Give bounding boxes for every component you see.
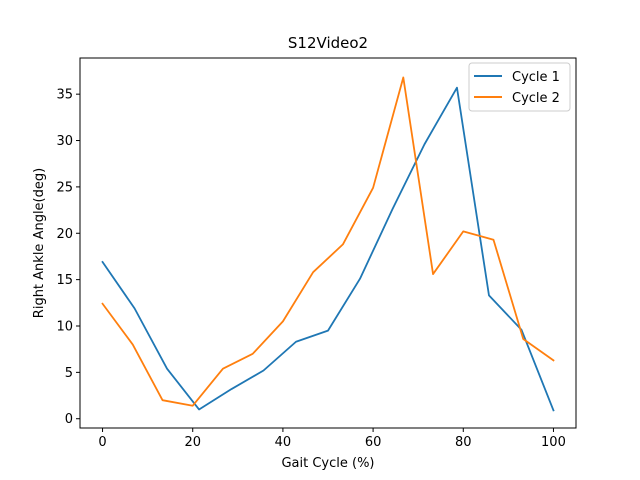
data-lines — [101, 76, 555, 412]
y-tick-label: 5 — [65, 366, 73, 381]
x-tick-label: 60 — [365, 435, 382, 450]
y-tick-label: 30 — [56, 134, 73, 149]
y-axis-label: Right Ankle Angle(deg) — [32, 168, 47, 318]
y-tick-label: 20 — [56, 227, 73, 242]
y-tick-label: 10 — [56, 319, 73, 334]
y-tick-label: 35 — [56, 88, 73, 103]
y-axis-ticks: 0 5 10 15 20 25 30 35 — [56, 88, 80, 427]
legend-label-cycle-1: Cycle 1 — [512, 70, 560, 85]
legend-label-cycle-2: Cycle 2 — [512, 91, 560, 106]
x-tick-label: 0 — [98, 435, 106, 450]
x-axis-ticks: 0 20 40 60 80 100 — [98, 428, 566, 450]
plot-frame — [79, 57, 577, 429]
series-line-cycle-2 — [101, 76, 555, 407]
x-axis-label: Gait Cycle (%) — [281, 456, 374, 471]
y-tick-label: 15 — [56, 273, 73, 288]
x-tick-label: 20 — [184, 435, 201, 450]
x-tick-label: 40 — [275, 435, 292, 450]
x-tick-label: 100 — [541, 435, 566, 450]
chart-title: S12Video2 — [288, 34, 368, 52]
y-tick-label: 0 — [65, 412, 73, 427]
legend: Cycle 1 Cycle 2 — [468, 62, 571, 112]
series-line-cycle-1 — [101, 86, 555, 412]
y-tick-label: 25 — [56, 180, 73, 195]
x-tick-label: 80 — [455, 435, 472, 450]
